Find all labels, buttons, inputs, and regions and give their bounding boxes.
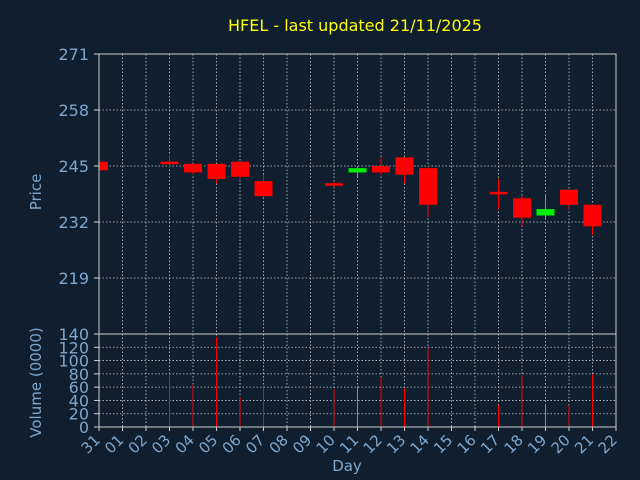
candle-body [325, 183, 343, 186]
x-tick-label: 11 [336, 431, 362, 457]
x-tick-label: 10 [313, 431, 339, 457]
candle-body [395, 157, 414, 175]
candle-body [372, 166, 390, 173]
x-tick-label: 03 [148, 431, 174, 457]
volume-tick-label: 100 [58, 352, 89, 371]
x-tick-label: 09 [289, 431, 315, 457]
x-tick-label: 17 [477, 431, 503, 457]
candle-body [419, 168, 437, 205]
x-tick-label: 06 [219, 431, 245, 457]
volume-tick-label: 20 [69, 405, 89, 424]
candle-body [536, 209, 555, 216]
x-tick-labels: 3101020304050607080910111213141516171819… [78, 427, 621, 457]
volume-tick-label: 0 [79, 418, 89, 437]
x-tick-label: 12 [360, 431, 386, 457]
x-tick-label: 02 [125, 431, 151, 457]
candle-body [231, 161, 249, 177]
x-tick-label: 18 [501, 431, 527, 457]
price-tick-label: 232 [58, 213, 89, 232]
volume-tick-label: 60 [69, 378, 89, 397]
price-tick-label: 245 [58, 157, 89, 176]
x-tick-label: 04 [172, 431, 198, 457]
candle-body [99, 161, 108, 171]
candle-body [489, 191, 508, 195]
candle-body [254, 181, 273, 197]
x-tick-label: 21 [571, 431, 597, 457]
x-tick-label: 22 [595, 431, 621, 457]
candle-body [560, 189, 578, 205]
candle-body [184, 163, 202, 173]
x-tick-label: 08 [266, 431, 292, 457]
x-tick-label: 05 [195, 431, 221, 457]
x-tick-label: 15 [430, 431, 456, 457]
x-tick-label: 16 [454, 431, 480, 457]
candle-body [513, 198, 531, 218]
volume-tick-label: 120 [58, 338, 89, 357]
x-tick-label: 13 [383, 431, 409, 457]
volume-tick-label: 140 [58, 325, 89, 344]
volume-tick-label: 40 [69, 391, 89, 410]
price-tick-label: 219 [58, 269, 89, 288]
candle-body [207, 163, 226, 179]
x-tick-label: 14 [407, 431, 433, 457]
candle-body [160, 161, 179, 165]
price-panel: 271 258 245 232 219 [58, 45, 617, 335]
chart-title: HFEL - last updated 21/11/2025 [228, 16, 482, 35]
price-tick-label: 258 [58, 101, 89, 120]
x-axis-label: Day [332, 457, 362, 475]
x-tick-label: 01 [101, 431, 127, 457]
volume-axis-label: Volume (0000) [27, 327, 45, 437]
candle-body [348, 168, 367, 173]
candle-body [583, 204, 602, 227]
price-tick-label: 271 [58, 45, 89, 64]
price-axis-label: Price [27, 174, 45, 211]
volume-tick-label: 80 [69, 365, 89, 384]
x-tick-label: 19 [524, 431, 550, 457]
x-tick-label: 07 [242, 431, 268, 457]
x-tick-label: 20 [548, 431, 574, 457]
